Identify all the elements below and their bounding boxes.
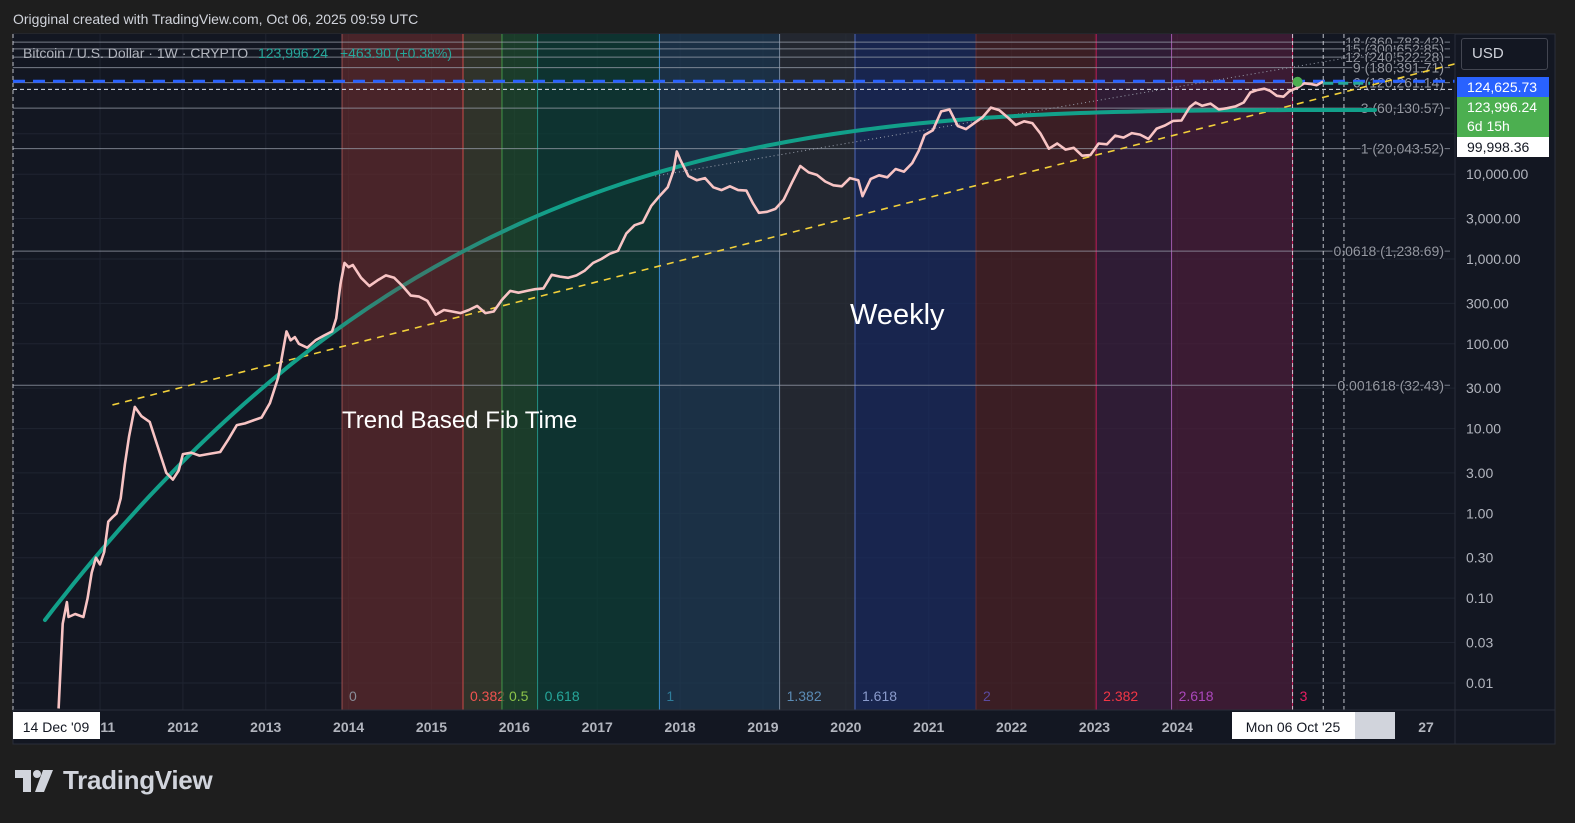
fib-time-label: 3 [1300, 688, 1308, 704]
y-tick-label: 300.00 [1466, 295, 1509, 311]
x-tick-label: 2018 [665, 719, 696, 735]
fib-price-label: 0.001618 (32.43) [1337, 377, 1444, 393]
fib-time-zone [342, 34, 464, 710]
tradingview-logo-icon [15, 769, 53, 792]
x-tick-label: 2019 [747, 719, 778, 735]
price-label-box [1457, 97, 1549, 137]
x-tick-label: 2015 [416, 719, 447, 735]
y-tick-label: 1,000.00 [1466, 251, 1521, 267]
fib-time-zone [1096, 34, 1172, 710]
x-tick-label: 2023 [1079, 719, 1110, 735]
fib-price-label: 0.0618 (1,238.69) [1333, 243, 1444, 259]
fib-price-label: 9 (180,391.71) [1353, 60, 1444, 76]
fib-time-label: 2.382 [1103, 688, 1138, 704]
price-change: +463.90 (+0.38%) [339, 45, 453, 61]
timeframe-annotation: Weekly [850, 299, 945, 331]
right-date-label: Mon 06 Oct '25 [1246, 719, 1341, 735]
fib-time-zone [659, 34, 780, 710]
y-tick-label: 1.00 [1466, 505, 1493, 521]
brand-name: TradingView [63, 765, 213, 795]
fib-time-zone [975, 34, 1097, 710]
symbol-legend: Bitcoin / U.S. Dollar · 1W · CRYPTO 123,… [23, 45, 452, 61]
y-tick-label: 30.00 [1466, 380, 1501, 396]
trend-line [112, 63, 1456, 406]
top-caption: Origginal created with TradingView.com, … [13, 11, 419, 27]
currency-button[interactable]: USD [1461, 38, 1548, 70]
x-tick-label: 27 [1418, 719, 1434, 735]
y-tick-label: 0.03 [1466, 635, 1493, 651]
fib-time-zone [779, 34, 855, 710]
x-tick-label: 2017 [582, 719, 613, 735]
x-tick-label: 2014 [333, 719, 364, 735]
y-tick-label: 3,000.00 [1466, 211, 1521, 227]
fib-time-label: 1.618 [862, 688, 897, 704]
fib-time-label: 1.382 [787, 688, 822, 704]
left-date-label: 14 Dec '09 [23, 719, 90, 735]
fib-time-label: 2 [983, 688, 991, 704]
right-date-box [1232, 712, 1355, 739]
y-tick-label: 0.01 [1466, 675, 1493, 691]
fib-time-label: 0.382 [470, 688, 505, 704]
fib-time-label: 0.5 [509, 688, 529, 704]
fib-time-label: 0 [349, 688, 357, 704]
fib-time-zone [501, 34, 538, 710]
fib-time-zone [537, 34, 660, 710]
last-price: 123,996.24 [257, 45, 329, 61]
price-label-text: 99,998.36 [1467, 139, 1529, 155]
x-tick-label: 2020 [830, 719, 861, 735]
fib-price-label: 12 (240,522.28) [1345, 49, 1444, 65]
y-tick-label: 10,000.00 [1466, 166, 1528, 182]
right-date-extra-box [1355, 712, 1395, 739]
x-tick-label: 2013 [250, 719, 281, 735]
arc-curve [43, 108, 1377, 622]
y-tick-label: 10.00 [1466, 421, 1501, 437]
price-label-box [1457, 77, 1549, 97]
fib-time-label: 1 [666, 688, 674, 704]
fib-time-zone [1171, 34, 1293, 710]
x-tick-label: 2016 [499, 719, 530, 735]
x-tick-label: 2022 [996, 719, 1027, 735]
brand: TradingView [15, 765, 213, 796]
symbol-line[interactable]: Bitcoin / U.S. Dollar · 1W · CRYPTO [23, 45, 249, 61]
price-label-text: 123,996.24 [1467, 99, 1537, 115]
last-point-marker [1292, 76, 1303, 87]
fib-price-label: 1 (20,043.52) [1361, 141, 1444, 157]
fib-time-label: 2.618 [1179, 688, 1214, 704]
x-tick-label: 2021 [913, 719, 944, 735]
fib-price-label: 18 (360,783.42) [1345, 34, 1444, 50]
y-tick-label: 0.30 [1466, 550, 1493, 566]
fib-time-zone [854, 34, 976, 710]
fib-time-zone [463, 34, 502, 710]
y-tick-label: 3.00 [1466, 465, 1493, 481]
fib-price-label: 3 (60,130.57) [1361, 100, 1444, 116]
price-label-text: 124,625.73 [1467, 79, 1537, 95]
fib-time-label: 0.618 [545, 688, 580, 704]
y-tick-label: 0.10 [1466, 590, 1493, 606]
x-tick-label: 2012 [167, 719, 198, 735]
y-tick-label: 100.00 [1466, 336, 1509, 352]
x-tick-label: 2024 [1162, 719, 1193, 735]
price-label-countdown: 6d 15h [1467, 118, 1510, 134]
fib-time-annotation: Trend Based Fib Time [342, 407, 577, 434]
price-line [57, 80, 1324, 709]
price-label-box [1457, 137, 1549, 157]
left-date-box [13, 712, 100, 739]
